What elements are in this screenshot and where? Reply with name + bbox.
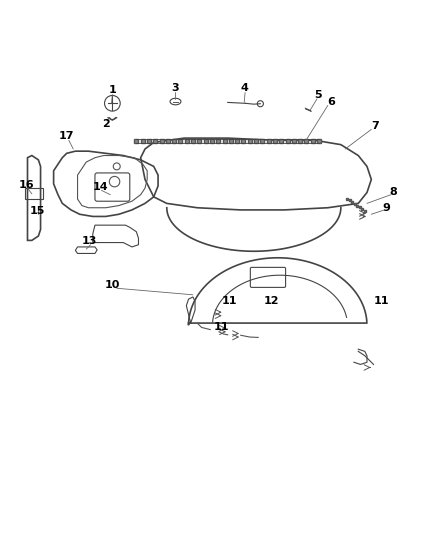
Text: 15: 15 — [29, 206, 45, 216]
Text: 9: 9 — [382, 203, 390, 213]
Text: 12: 12 — [264, 296, 279, 306]
Text: 13: 13 — [81, 236, 97, 246]
Text: 4: 4 — [240, 83, 248, 93]
Text: 17: 17 — [59, 131, 74, 141]
Bar — [25, 188, 43, 199]
Text: 14: 14 — [93, 182, 109, 192]
Text: 1: 1 — [109, 85, 116, 95]
Text: 3: 3 — [172, 83, 179, 93]
Text: 11: 11 — [213, 321, 229, 332]
Text: 11: 11 — [374, 296, 389, 306]
Text: 7: 7 — [371, 122, 379, 131]
Text: 5: 5 — [314, 90, 322, 100]
Text: 11: 11 — [222, 296, 238, 306]
Text: 8: 8 — [389, 187, 397, 197]
Text: 16: 16 — [19, 180, 35, 190]
Text: 10: 10 — [105, 280, 120, 290]
Text: 6: 6 — [327, 97, 335, 107]
Text: 2: 2 — [102, 119, 110, 129]
